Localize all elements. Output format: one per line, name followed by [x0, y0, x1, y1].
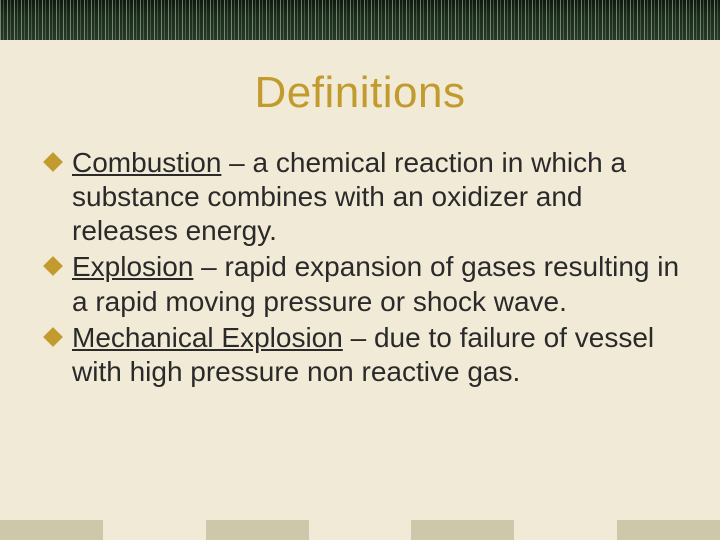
diamond-bullet-icon	[43, 257, 63, 277]
bottom-decorative-bars	[0, 520, 720, 540]
slide-body: Definitions Combustion – a chemical reac…	[0, 40, 720, 389]
term-text: Mechanical Explosion	[72, 322, 343, 353]
slide-title: Definitions	[40, 68, 680, 118]
definition-list: Combustion – a chemical reaction in whic…	[40, 146, 680, 389]
list-item: Mechanical Explosion – due to failure of…	[46, 321, 680, 389]
list-item: Combustion – a chemical reaction in whic…	[46, 146, 680, 248]
diamond-bullet-icon	[43, 152, 63, 172]
term-text: Explosion	[72, 251, 193, 282]
list-item: Explosion – rapid expansion of gases res…	[46, 250, 680, 318]
top-decorative-strip	[0, 0, 720, 40]
term-text: Combustion	[72, 147, 221, 178]
diamond-bullet-icon	[43, 327, 63, 347]
